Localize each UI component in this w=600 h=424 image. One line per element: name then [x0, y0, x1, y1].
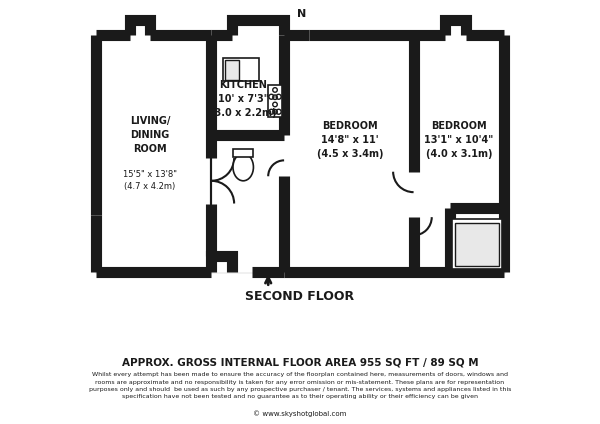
Text: © www.skyshotglobal.com: © www.skyshotglobal.com	[253, 410, 347, 417]
Text: APPROX. GROSS INTERNAL FLOOR AREA 955 SQ FT / 89 SQ M: APPROX. GROSS INTERNAL FLOOR AREA 955 SQ…	[122, 357, 478, 368]
Bar	[225, 60, 239, 80]
Text: N: N	[297, 9, 306, 19]
Text: Whilst every attempt has been made to ensure the accuracy of the floorplan conta: Whilst every attempt has been made to en…	[89, 372, 511, 399]
Bar	[233, 149, 253, 157]
Text: BEDROOM
14'8" x 11'
(4.5 x 3.4m): BEDROOM 14'8" x 11' (4.5 x 3.4m)	[317, 121, 383, 159]
Text: BEDROOM
13'1" x 10'4"
(4.0 x 3.1m): BEDROOM 13'1" x 10'4" (4.0 x 3.1m)	[424, 121, 494, 159]
Bar	[452, 220, 502, 269]
Bar	[95, 38, 506, 274]
Bar	[223, 58, 259, 81]
Text: SECOND FLOOR: SECOND FLOOR	[245, 290, 355, 303]
Text: 15'5" x 13'8"
(4.7 x 4.2m): 15'5" x 13'8" (4.7 x 4.2m)	[123, 170, 177, 191]
Ellipse shape	[233, 153, 253, 181]
Bar	[95, 38, 505, 272]
Bar	[455, 223, 499, 266]
Text: KITCHEN
10' x 7'3"
(3.0 x 2.2m): KITCHEN 10' x 7'3" (3.0 x 2.2m)	[210, 80, 277, 118]
Text: LIVING/
DINING
ROOM: LIVING/ DINING ROOM	[130, 116, 170, 154]
Bar	[268, 85, 282, 117]
